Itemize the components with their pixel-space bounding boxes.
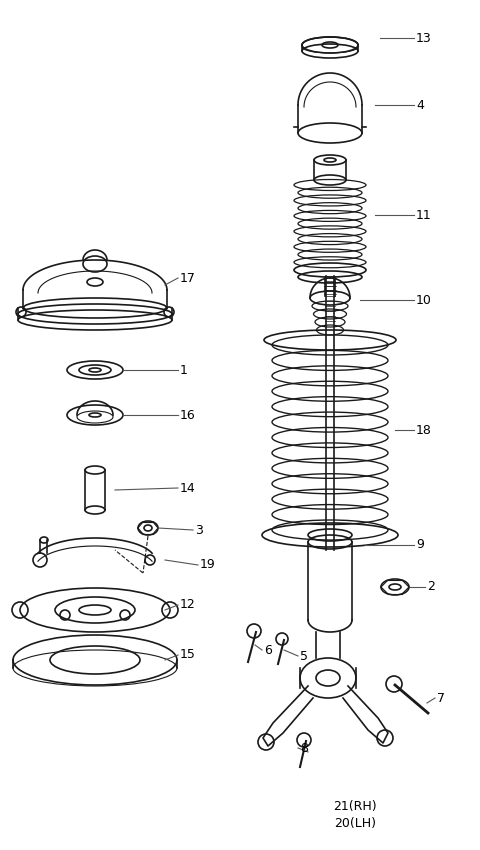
Text: 2: 2 <box>427 581 435 593</box>
Text: 15: 15 <box>180 649 196 661</box>
Text: 9: 9 <box>416 539 424 552</box>
Text: 8: 8 <box>300 741 308 755</box>
Text: 17: 17 <box>180 271 196 285</box>
Text: 18: 18 <box>416 423 432 437</box>
Text: 4: 4 <box>416 99 424 111</box>
Text: 1: 1 <box>180 364 188 377</box>
Text: 13: 13 <box>416 31 432 44</box>
Text: 5: 5 <box>300 649 308 662</box>
Text: 12: 12 <box>180 598 196 611</box>
Text: 6: 6 <box>264 643 272 656</box>
Text: 10: 10 <box>416 293 432 307</box>
Text: 21(RH)
20(LH): 21(RH) 20(LH) <box>333 800 377 830</box>
Text: 14: 14 <box>180 481 196 495</box>
Text: 11: 11 <box>416 208 432 222</box>
Text: 19: 19 <box>200 558 216 571</box>
Text: 3: 3 <box>195 524 203 536</box>
Text: 16: 16 <box>180 409 196 422</box>
Text: 7: 7 <box>437 692 445 705</box>
